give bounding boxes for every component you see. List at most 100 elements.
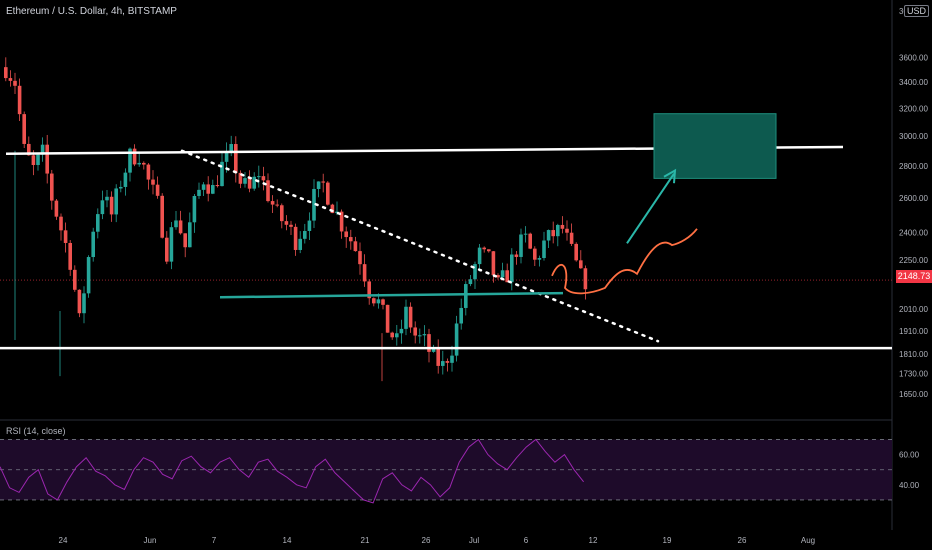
currency-badge[interactable]: USD [904,5,930,17]
y-tick-label: 3000.00 [899,132,928,141]
candle-body [468,279,473,285]
candle-body [201,184,206,190]
candle-body [266,180,270,202]
candle-body [132,148,137,165]
candle-body [261,176,266,181]
candle-body [528,233,532,249]
candle-body [183,233,187,248]
candle-body [537,258,542,260]
candle-body [330,204,335,214]
candle-body [362,264,367,282]
candle-body [275,204,279,206]
candle-body [257,176,261,178]
candle-body [316,181,321,189]
candle-body [169,227,174,262]
candle-body [298,238,302,250]
candle-body [247,178,252,189]
candle-body [36,154,40,166]
candle-body [155,184,160,196]
candle-body [542,240,546,259]
candle-body [160,195,164,238]
candle-body [523,233,528,235]
rsi-tick-label: 40.00 [899,481,920,490]
candle-body [533,248,537,260]
candle-body [165,237,169,262]
candle-body [473,264,477,280]
candle-body [27,143,31,156]
candle-body [96,214,100,232]
candle-body [45,144,49,174]
candle-body [505,270,509,283]
candle-body [63,230,68,243]
candle-body [128,148,132,173]
candle-body [583,268,588,290]
candle-body [321,181,325,183]
candle-body [427,334,431,352]
candle-body [293,226,298,250]
x-tick-label: 19 [663,536,672,545]
candle-body [560,224,565,229]
candle-body [105,196,109,201]
rsi-band [0,439,892,500]
candle-body [579,260,583,269]
y-tick-label: 2800.00 [899,162,928,171]
x-tick-label: 12 [589,536,598,545]
candle-body [238,172,243,184]
teal-support-line [219,291,564,299]
x-tick-label: 14 [283,536,292,545]
y-tick-label: 2250.00 [899,256,928,265]
arrow-line [626,173,675,244]
chart-title: Ethereum / U.S. Dollar, 4h, BITSTAMP [6,6,177,17]
candle-body [408,306,413,328]
x-tick-label: Jul [469,536,479,545]
candle-body [312,188,316,221]
y-tick-label: 3400.00 [899,78,928,87]
candle-body [146,164,151,180]
candle-body [477,247,482,265]
dotted-trendline [180,149,660,343]
y-tick-label: 3600.00 [899,53,928,62]
last-price-tag: 2148.73 [896,270,932,283]
candle-body [413,327,417,336]
candle-body [188,222,192,248]
candle-body [491,251,496,276]
candle-body [496,275,500,278]
candle-body [73,269,77,290]
candle-body [270,201,275,205]
candle-body [326,182,330,205]
candle-body [482,247,486,250]
candle-body [211,185,215,194]
candle-body [344,231,348,238]
rsi-line [0,438,584,504]
y-tick-label: 1730.00 [899,370,928,379]
candle-body [390,332,394,338]
candle-body [86,257,91,294]
candle-body [220,161,224,187]
candle-body [349,237,353,242]
candle-body [454,323,459,356]
y-tick-label: 2600.00 [899,194,928,203]
candle-body [459,307,463,324]
y-tick-label: 2010.00 [899,305,928,314]
target-box [653,113,777,179]
y-tick-label: 2400.00 [899,228,928,237]
candle-body [450,355,454,363]
x-tick-label: Jun [144,536,157,545]
candle-body [234,144,238,173]
candle-body [500,270,505,278]
candle-body [114,188,118,215]
candle-body [151,179,155,185]
candle-body [546,230,551,241]
candle-body [243,178,247,184]
candle-body [206,184,210,194]
candle-body [307,220,312,231]
x-tick-label: 24 [59,536,68,545]
candle-body [510,254,514,283]
candle-body [372,298,376,304]
candle-body [335,211,339,214]
candle-body [197,189,201,196]
x-tick-label: Aug [801,536,815,545]
candle-body [280,205,284,222]
projection-path [551,228,698,295]
